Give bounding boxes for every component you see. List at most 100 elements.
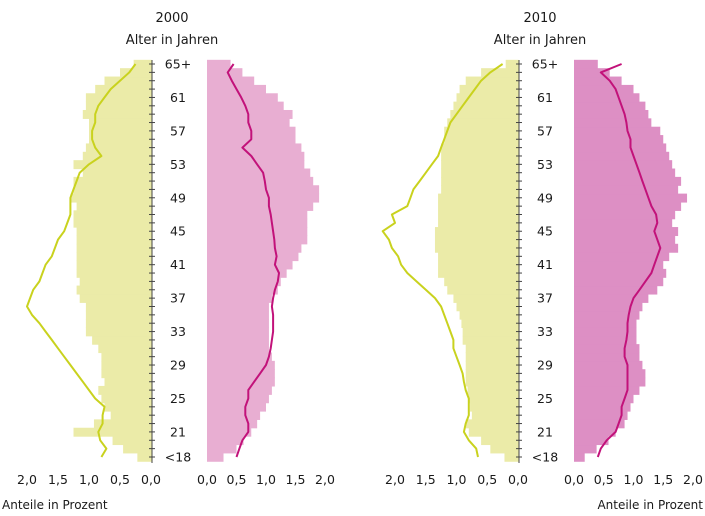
x-tick-left: 0,5 bbox=[110, 472, 130, 487]
right-bar-age-29 bbox=[574, 360, 643, 370]
left-bar-age-34 bbox=[85, 319, 152, 328]
panel-2000: <18 21 25 29 33 37 41 45 49 53 57 61 65+ 2000 Alter in… bbox=[2, 11, 335, 512]
left-bar-age-45 bbox=[76, 227, 152, 237]
left-bar-age-18 bbox=[504, 452, 519, 462]
left-bar-age-61 bbox=[85, 93, 152, 103]
x-tick-right: 0,0 bbox=[197, 472, 217, 487]
right-bar-age-20 bbox=[574, 436, 609, 446]
left-bar-age-32 bbox=[92, 335, 152, 345]
left-bar-age-53 bbox=[73, 160, 152, 170]
left-bar-age-60 bbox=[85, 101, 152, 111]
right-bar-age-51 bbox=[207, 176, 314, 186]
right-bar-age-59 bbox=[207, 109, 293, 119]
right-bar-age-33 bbox=[207, 327, 269, 337]
right-bar-age-18 bbox=[207, 452, 224, 462]
left-bar-age-61 bbox=[456, 93, 519, 103]
left-bar-age-28 bbox=[465, 369, 519, 379]
left-bar-age-65 bbox=[133, 59, 152, 69]
left-bar-age-34 bbox=[461, 319, 519, 328]
x-tick-right: 1,0 bbox=[624, 472, 644, 487]
left-line bbox=[381, 63, 504, 458]
age-label: 61 bbox=[170, 90, 186, 105]
age-label: 45 bbox=[537, 224, 553, 239]
left-bar-age-44 bbox=[76, 235, 152, 245]
chart-subtitle: Alter in Jahren bbox=[126, 33, 218, 48]
right-bar-age-21 bbox=[207, 427, 252, 437]
right-bar-age-25 bbox=[207, 394, 269, 404]
right-bar-age-49 bbox=[207, 193, 320, 203]
right-bar-age-56 bbox=[574, 135, 664, 145]
right-bar-age-61 bbox=[574, 93, 640, 103]
right-bar-age-36 bbox=[574, 302, 643, 312]
left-bar-age-54 bbox=[441, 151, 519, 161]
left-bars bbox=[70, 59, 152, 462]
x-tick-left: 1,0 bbox=[79, 472, 99, 487]
right-bar-age-30 bbox=[574, 352, 640, 362]
right-bar-age-31 bbox=[207, 344, 269, 354]
x-tick-left: 0,5 bbox=[477, 472, 497, 487]
right-bar-age-24 bbox=[574, 402, 631, 412]
right-bar-age-19 bbox=[207, 444, 237, 454]
left-bar-age-55 bbox=[441, 143, 519, 153]
left-bar-age-57 bbox=[89, 126, 152, 136]
right-bar-age-34 bbox=[207, 319, 269, 328]
right-bar-age-30 bbox=[207, 352, 272, 362]
right-bar-age-46 bbox=[207, 218, 308, 228]
age-label: 49 bbox=[537, 190, 553, 205]
right-bar-age-62 bbox=[574, 84, 634, 94]
x-axis-label: Anteile in Prozent bbox=[597, 498, 703, 512]
left-bar-age-27 bbox=[104, 377, 152, 387]
left-bar-age-38 bbox=[76, 285, 152, 295]
left-bar-age-38 bbox=[447, 285, 519, 295]
left-bar-age-30 bbox=[465, 352, 519, 362]
left-bar-age-21 bbox=[73, 427, 152, 437]
left-bar-age-43 bbox=[434, 243, 519, 253]
left-bar-age-48 bbox=[438, 201, 519, 211]
age-label: 37 bbox=[537, 291, 553, 306]
left-bar-age-56 bbox=[444, 135, 519, 145]
right-bar-age-53 bbox=[574, 160, 673, 170]
right-line bbox=[596, 63, 662, 458]
left-bar-age-33 bbox=[462, 327, 519, 337]
left-bar-age-59 bbox=[450, 109, 519, 119]
left-bar-age-40 bbox=[76, 268, 152, 278]
right-bar-age-44 bbox=[574, 235, 676, 245]
right-bar-age-23 bbox=[574, 411, 628, 420]
left-bar-age-25 bbox=[101, 394, 152, 404]
right-bars bbox=[574, 59, 688, 462]
age-label: 49 bbox=[170, 190, 186, 205]
right-bar-age-27 bbox=[207, 377, 275, 387]
left-bar-age-29 bbox=[465, 360, 519, 370]
right-bar-age-58 bbox=[574, 118, 652, 128]
age-label: 37 bbox=[170, 291, 186, 306]
right-bar-age-37 bbox=[207, 293, 272, 303]
right-bar-age-31 bbox=[574, 344, 640, 354]
right-bar-age-60 bbox=[574, 101, 646, 111]
right-bar-age-28 bbox=[574, 369, 646, 379]
left-bar-age-62 bbox=[95, 84, 152, 94]
right-bar-age-25 bbox=[574, 394, 634, 404]
right-bar-age-29 bbox=[207, 360, 275, 370]
right-bar-age-35 bbox=[574, 310, 640, 320]
right-bar-age-26 bbox=[574, 385, 640, 395]
left-bar-age-32 bbox=[462, 335, 519, 345]
left-bar-age-48 bbox=[76, 201, 152, 211]
right-bar-age-37 bbox=[574, 293, 649, 303]
left-bar-age-52 bbox=[82, 168, 152, 178]
right-bar-age-64 bbox=[207, 68, 243, 78]
left-bar-age-40 bbox=[438, 268, 519, 278]
right-bar-age-45 bbox=[574, 227, 679, 237]
right-bar-age-42 bbox=[574, 252, 670, 262]
left-bar-age-49 bbox=[70, 193, 152, 203]
left-bar-age-41 bbox=[438, 260, 519, 270]
left-bar-age-56 bbox=[89, 135, 152, 145]
left-bar-age-42 bbox=[76, 252, 152, 262]
x-axis-label: Anteile in Prozent bbox=[2, 498, 108, 512]
left-bar-age-26 bbox=[98, 385, 152, 395]
left-bar-age-31 bbox=[98, 344, 152, 354]
age-label: 41 bbox=[170, 257, 186, 272]
left-bar-age-53 bbox=[441, 160, 519, 170]
left-bar-age-36 bbox=[456, 302, 519, 312]
age-label: 57 bbox=[170, 123, 186, 138]
